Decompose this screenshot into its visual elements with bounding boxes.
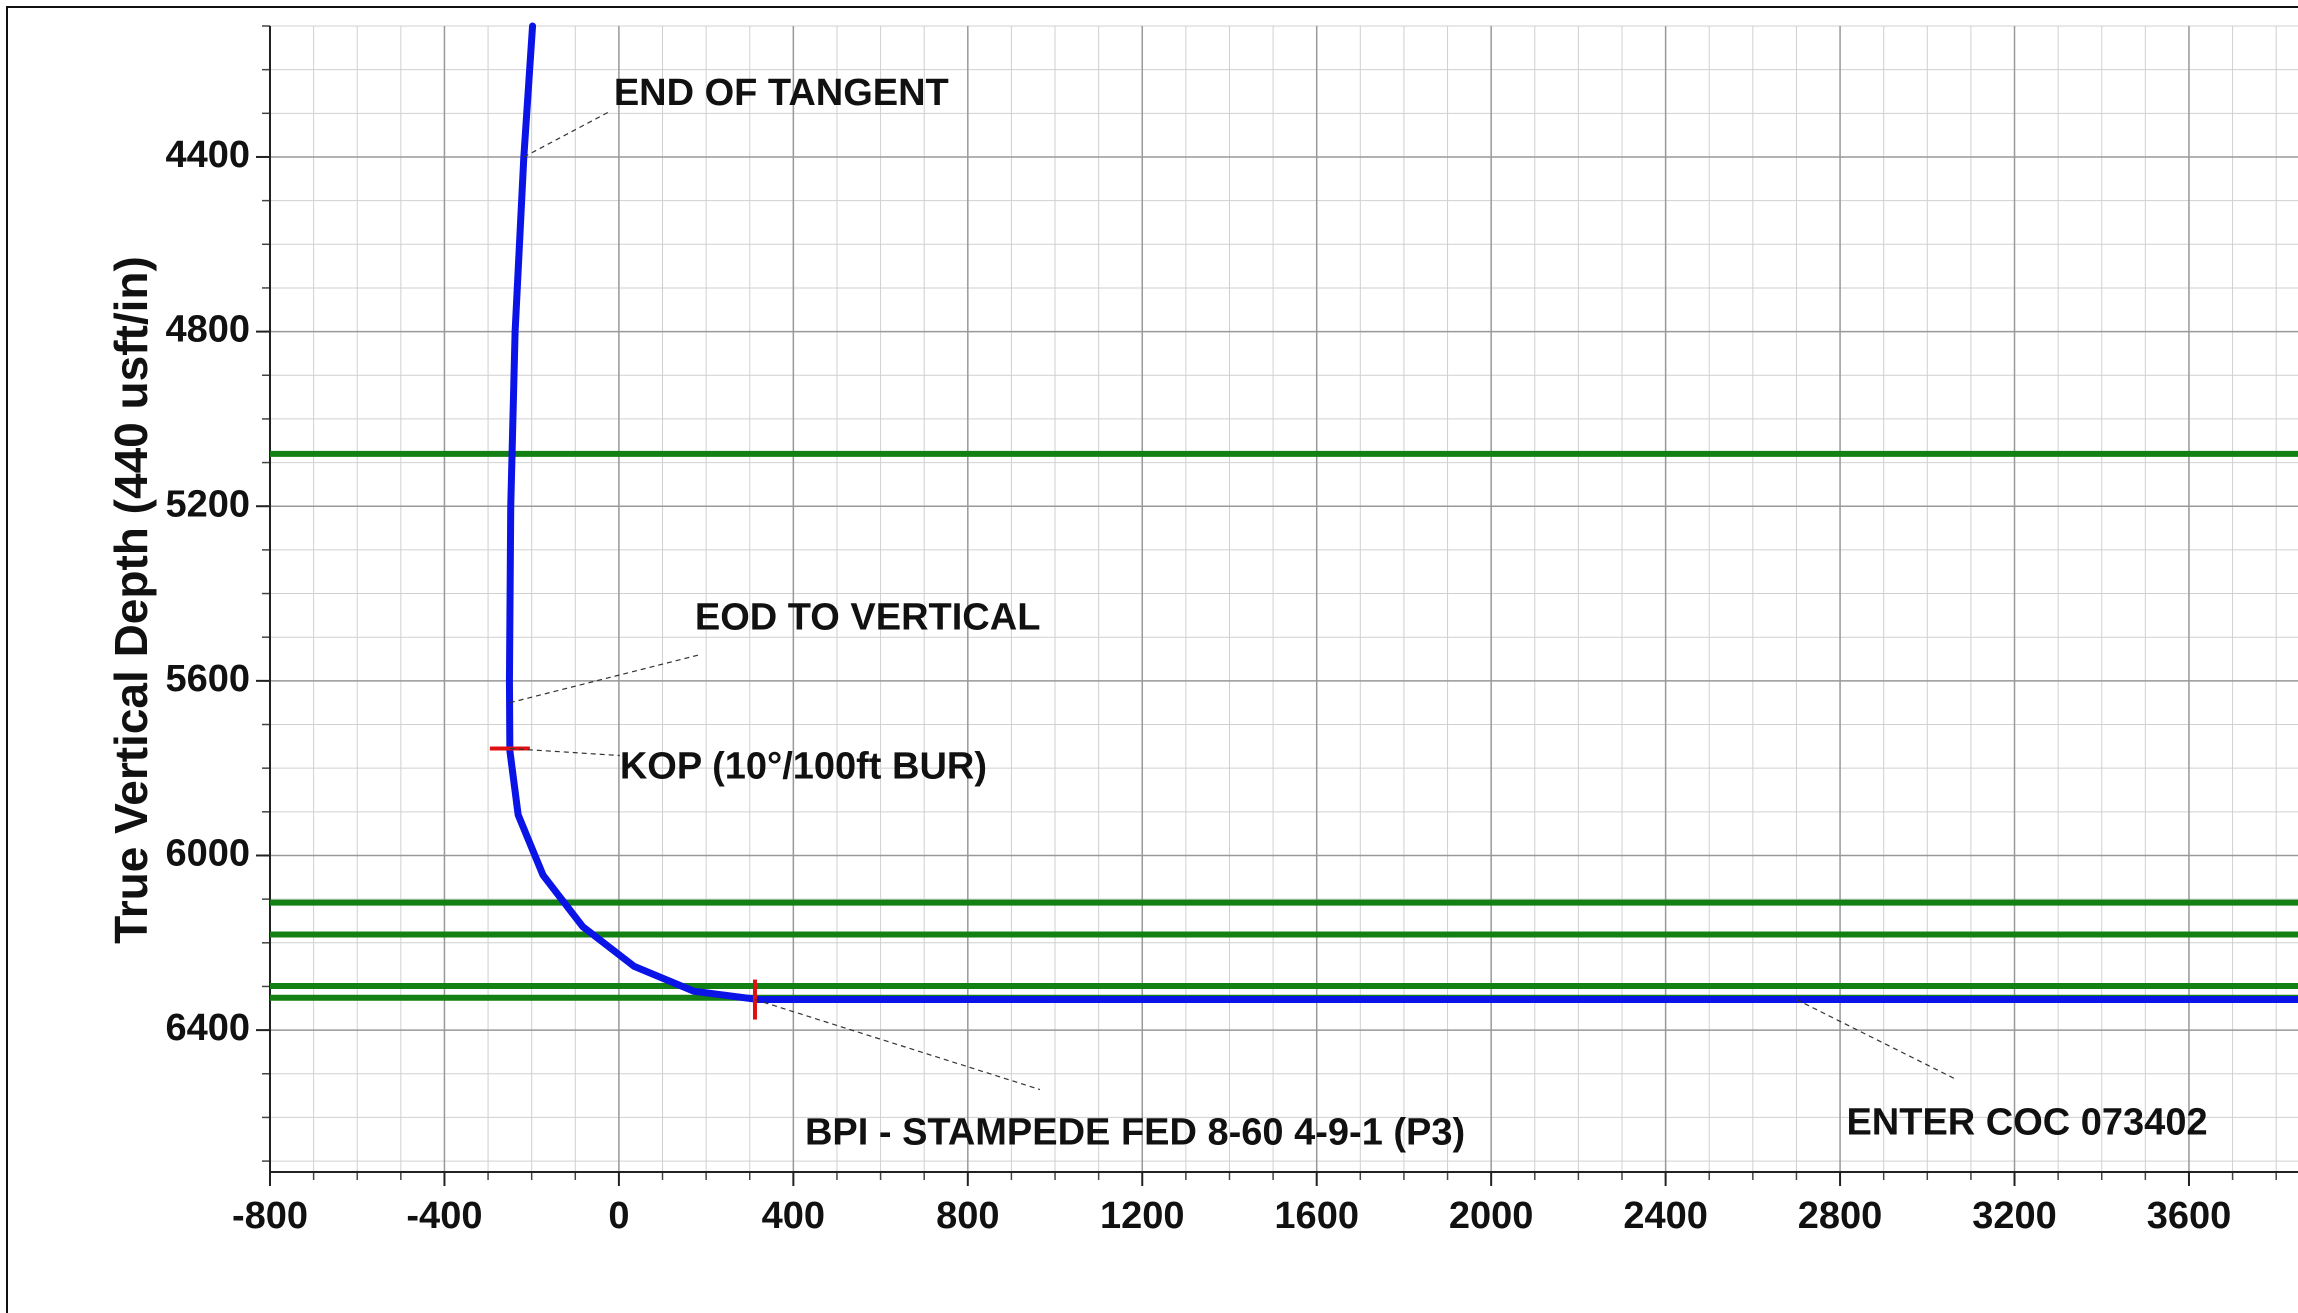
annotation: KOP (10°/100ft BUR) (620, 746, 987, 788)
leader-line (509, 654, 701, 704)
x-tick-label: 2400 (1623, 1195, 1708, 1237)
x-tick-label: 1200 (1100, 1195, 1185, 1237)
well-path (505, 22, 2298, 1004)
y-tick-label: 5600 (165, 658, 250, 700)
x-tick-label: -400 (406, 1195, 482, 1237)
leader-line (509, 747, 620, 757)
leader-line (1796, 999, 1957, 1081)
x-tick-label: 400 (762, 1195, 825, 1237)
annotation: BPI - STAMPEDE FED 8-60 4-9-1 (P3) (805, 1112, 1465, 1154)
annotation: EOD TO VERTICAL (695, 597, 1041, 639)
leader-line (754, 998, 1041, 1091)
y-tick-label: 4800 (165, 309, 250, 351)
x-tick-label: 3200 (1972, 1195, 2057, 1237)
frame (6, 6, 2298, 1313)
x-tick-label: 2000 (1449, 1195, 1534, 1237)
annotation: END OF TANGENT (614, 72, 949, 114)
annotation: ENTER COC 073402 (1846, 1102, 2207, 1144)
x-tick-label: 800 (936, 1195, 999, 1237)
leader-line (523, 111, 610, 158)
x-tick-label: -800 (232, 1195, 308, 1237)
x-tick-label: 2800 (1798, 1195, 1883, 1237)
x-tick-label: 1600 (1274, 1195, 1359, 1237)
x-tick-label: 0 (608, 1195, 629, 1237)
y-tick-label: 4400 (165, 134, 250, 176)
y-tick-label: 5200 (165, 483, 250, 525)
x-tick-label: 3600 (2147, 1195, 2232, 1237)
y-axis-title: True Vertical Depth (440 usft/in) (105, 256, 157, 944)
y-tick-label: 6000 (165, 833, 250, 875)
y-tick-label: 6400 (165, 1007, 250, 1049)
